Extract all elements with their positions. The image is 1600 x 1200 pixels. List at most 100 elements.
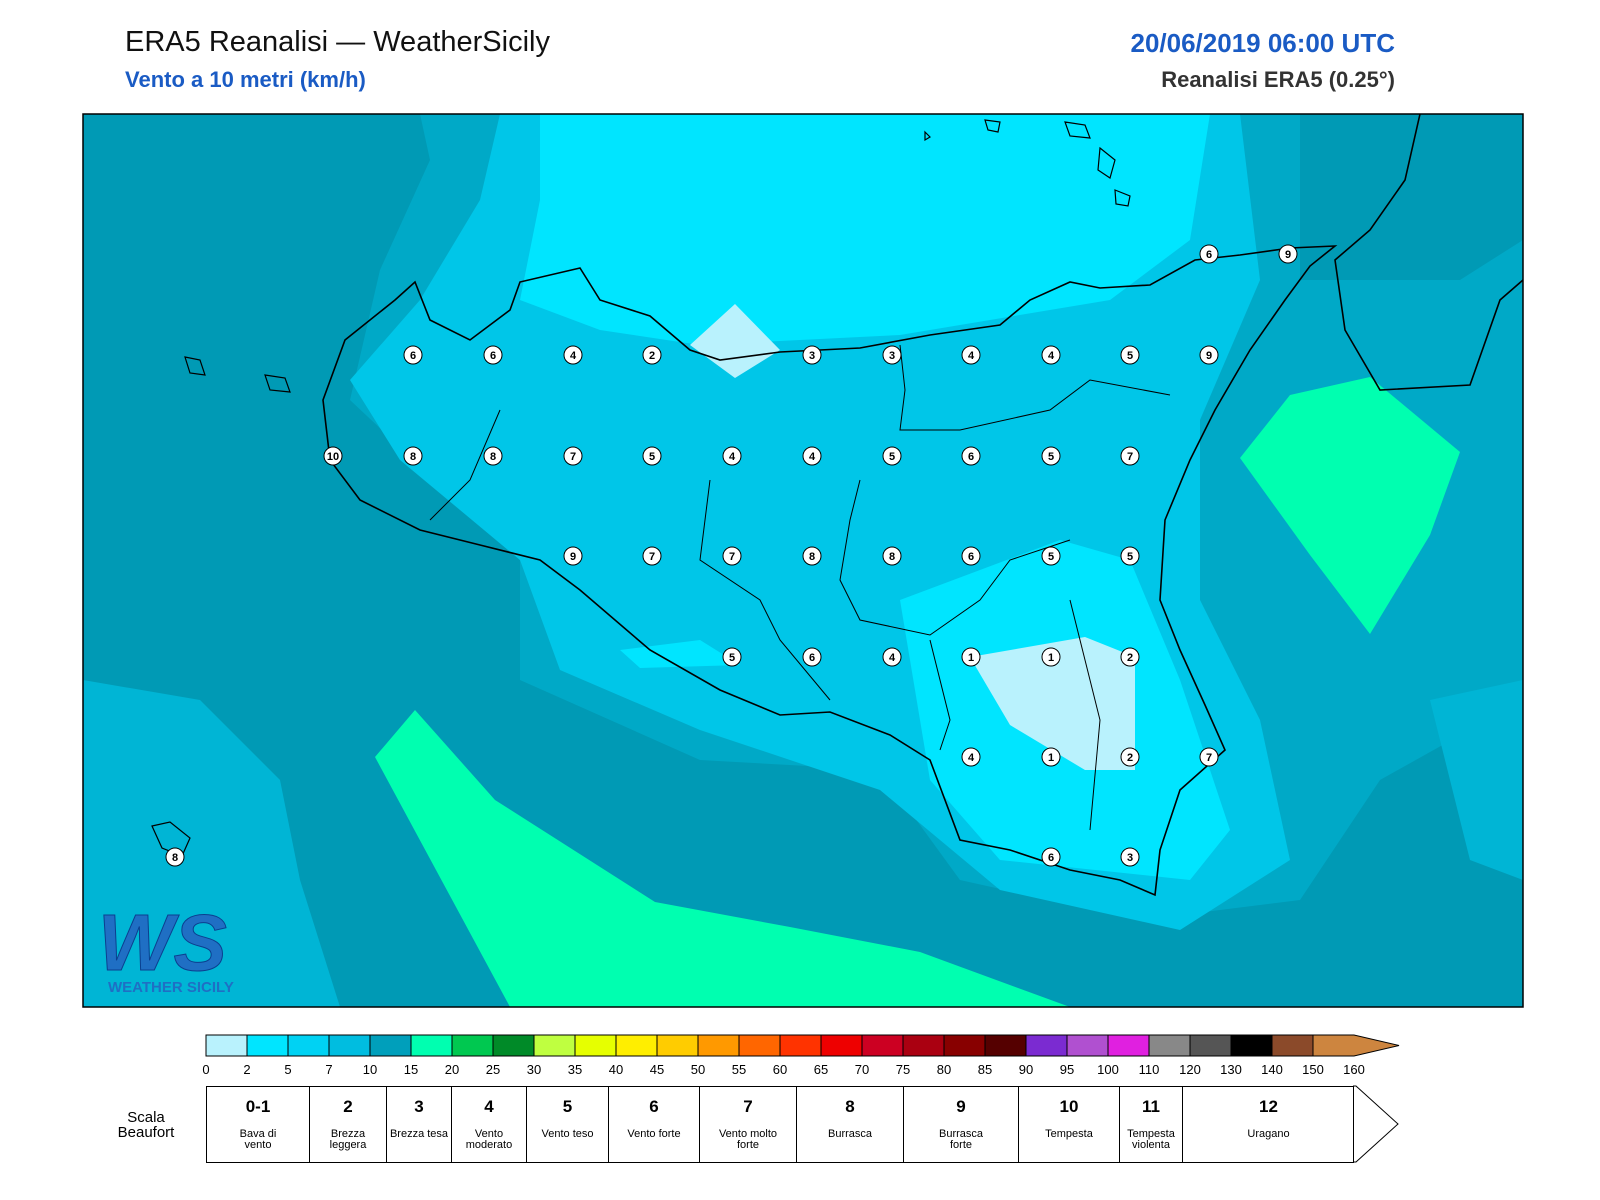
station-value: 3 (1127, 852, 1133, 864)
beaufort-force: 0-1 (245, 1097, 271, 1116)
station-marker (1199, 345, 1219, 365)
beaufort-force: 5 (562, 1097, 573, 1116)
beaufort-desc: Burrasca (827, 1128, 873, 1140)
station-value: 2 (649, 350, 655, 362)
colorbar-tick-label: 10 (363, 1062, 377, 1077)
station-marker (563, 446, 583, 466)
beaufort-force: 6 (649, 1097, 659, 1116)
colorbar-swatch (1025, 1034, 1068, 1057)
station-value: 2 (1127, 752, 1133, 764)
colorbar-swatch (328, 1034, 371, 1057)
station-marker (1041, 345, 1061, 365)
colorbar-tick-label: 50 (691, 1062, 705, 1077)
station-marker (882, 647, 902, 667)
colorbar-tick-label: 35 (568, 1062, 582, 1077)
station-marker (722, 446, 742, 466)
station-marker (1120, 546, 1140, 566)
colorbar-tick-label: 80 (937, 1062, 951, 1077)
station-value: 5 (1127, 350, 1133, 362)
beaufort-desc: Vento moderato (465, 1128, 513, 1151)
colorbar-tick-label: 85 (978, 1062, 992, 1077)
islands (151, 119, 1131, 857)
stations: 6 9 6 6 4 2 3 3 4 4 5 9 10 8 8 7 5 4 4 5 6 5 7 9 7 7 8 8 6 5 5 5 6 4 1 1 2 4 1… (165, 244, 1298, 867)
station-marker (882, 446, 902, 466)
station-value: 4 (968, 752, 975, 764)
station-value: 3 (889, 350, 895, 362)
colorbar-swatch (861, 1034, 904, 1057)
colorbar-swatch (656, 1034, 699, 1057)
beaufort-arrow-outline (1353, 1085, 1399, 1163)
colorbar-swatch (492, 1034, 535, 1057)
station-value: 6 (1048, 852, 1054, 864)
station-marker (1120, 747, 1140, 767)
beaufort-force: 7 (743, 1097, 753, 1116)
beaufort-level: 3 Brezza tesa (386, 1086, 451, 1163)
field (620, 640, 740, 668)
beaufort-level: 6 Vento forte (608, 1086, 699, 1163)
beaufort-level: 8 Burrasca (796, 1086, 903, 1163)
station-value: 5 (649, 451, 655, 463)
colorbar-swatch (820, 1034, 863, 1057)
colorbar-tick-label: 100 (1097, 1062, 1119, 1077)
colorbar-swatch (1066, 1034, 1109, 1057)
colorbar-swatch (410, 1034, 453, 1057)
station-marker (722, 647, 742, 667)
colorbar-swatch (1148, 1034, 1191, 1057)
beaufort-force: 10 (1059, 1097, 1079, 1116)
station-marker (1041, 546, 1061, 566)
colorbar-arrow (1312, 1034, 1400, 1057)
wind-field (83, 114, 1523, 1007)
station-value: 5 (1048, 451, 1054, 463)
station-value: 6 (968, 551, 974, 563)
beaufort-level: 2 Brezza leggera (309, 1086, 386, 1163)
station-marker (642, 446, 662, 466)
logo: WS WEATHER SICILY (98, 898, 234, 997)
field (83, 680, 340, 1007)
station-marker (882, 345, 902, 365)
beaufort-desc: Tempesta violenta (1127, 1128, 1175, 1151)
colorbar-tick-label: 140 (1261, 1062, 1283, 1077)
station-value: 6 (809, 652, 815, 664)
station-value: 9 (570, 551, 576, 563)
colorbar-tick-label: 55 (732, 1062, 746, 1077)
station-value: 9 (1285, 249, 1291, 261)
colorbar-tick-label: 70 (855, 1062, 869, 1077)
colorbar-swatch (451, 1034, 494, 1057)
colorbar-swatch (615, 1034, 658, 1057)
station-marker (1041, 747, 1061, 767)
colorbar-tick-label: 95 (1060, 1062, 1074, 1077)
station-value: 4 (729, 451, 736, 463)
station-value: 7 (649, 551, 655, 563)
station-marker (1199, 747, 1219, 767)
station-value: 1 (1048, 752, 1054, 764)
colorbar-swatch (1189, 1034, 1232, 1057)
beaufort-desc: Uragano (1247, 1128, 1290, 1140)
station-marker (642, 546, 662, 566)
colorbar-tick-label: 90 (1019, 1062, 1033, 1077)
beaufort-force: 4 (484, 1097, 494, 1116)
beaufort-force: 3 (414, 1097, 424, 1116)
station-value: 5 (1127, 551, 1133, 563)
colorbar-swatch (533, 1034, 576, 1057)
station-marker (165, 847, 185, 867)
station-value: 8 (410, 451, 416, 463)
colorbar-tick-label: 40 (609, 1062, 623, 1077)
logo-text: WEATHER SICILY (108, 979, 234, 996)
station-marker (802, 647, 822, 667)
colorbar-swatch (1107, 1034, 1150, 1057)
beaufort-desc: Bava di vento (239, 1128, 277, 1151)
station-value: 7 (1127, 451, 1133, 463)
station-value: 8 (809, 551, 815, 563)
beaufort-arrow (1353, 1085, 1399, 1163)
colorbar-swatch (697, 1034, 740, 1057)
colorbar-tick-label: 25 (486, 1062, 500, 1077)
station-marker (1120, 446, 1140, 466)
beaufort-level: 0-1 Bava di vento (206, 1086, 309, 1163)
station-value: 6 (1206, 249, 1212, 261)
station-marker (403, 446, 423, 466)
beaufort-desc: Brezza tesa (389, 1128, 449, 1140)
colorbar-tick-label: 30 (527, 1062, 541, 1077)
station-value: 4 (889, 652, 896, 664)
colorbar-swatch (574, 1034, 617, 1057)
